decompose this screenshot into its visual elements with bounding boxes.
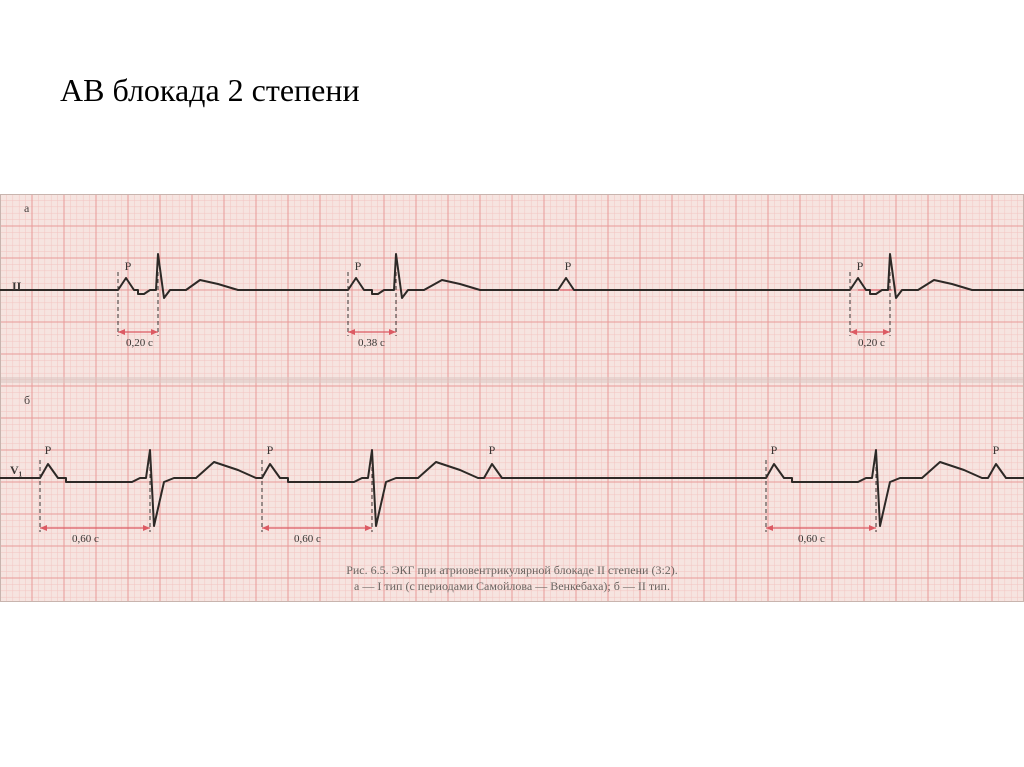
svg-text:P: P	[489, 443, 496, 457]
svg-text:P: P	[125, 259, 132, 273]
page-title: АВ блокада 2 степени	[60, 72, 360, 109]
svg-text:0,60 с: 0,60 с	[72, 533, 99, 545]
svg-text:P: P	[771, 443, 778, 457]
svg-text:0,60 с: 0,60 с	[798, 533, 825, 545]
ecg-figure: а II P P P P 0,20 с 0,38 с 0,20 с б V₁ P P P P P 0,60 с 0…	[0, 194, 1024, 602]
svg-text:P: P	[45, 443, 52, 457]
svg-text:P: P	[993, 443, 1000, 457]
svg-text:0,60 с: 0,60 с	[294, 533, 321, 545]
svg-text:а — I тип (с периодами Самойло: а — I тип (с периодами Самойлова — Венке…	[354, 579, 670, 593]
svg-text:0,38 с: 0,38 с	[358, 337, 385, 349]
svg-text:0,20 с: 0,20 с	[126, 337, 153, 349]
ecg-svg: а II P P P P 0,20 с 0,38 с 0,20 с б V₁ P P P P P 0,60 с 0…	[0, 194, 1024, 602]
svg-text:V₁: V₁	[10, 463, 23, 477]
svg-text:II: II	[12, 279, 22, 293]
svg-text:Рис. 6.5. ЭКГ при атриовентрик: Рис. 6.5. ЭКГ при атриовентрикулярной бл…	[346, 563, 678, 577]
svg-text:P: P	[857, 259, 864, 273]
slide: АВ блокада 2 степени а II P P P P 0,20 с 0,38 с…	[0, 0, 1024, 767]
svg-text:а: а	[24, 201, 30, 215]
svg-text:б: б	[24, 393, 30, 407]
svg-text:P: P	[565, 259, 572, 273]
svg-text:0,20 с: 0,20 с	[858, 337, 885, 349]
svg-text:P: P	[267, 443, 274, 457]
svg-text:P: P	[355, 259, 362, 273]
